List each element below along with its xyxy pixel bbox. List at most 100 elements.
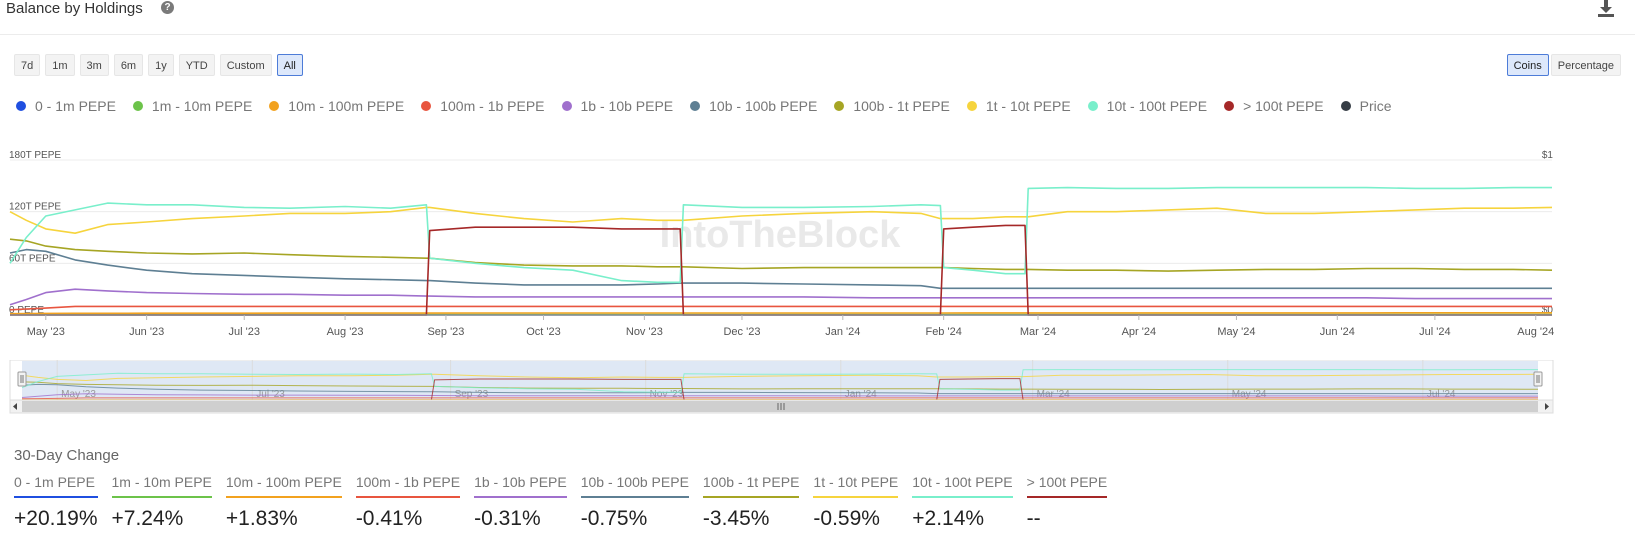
change-label: 10t - 100t PEPE <box>912 474 1013 498</box>
download-icon[interactable] <box>1598 0 1614 17</box>
legend-item-0-1m-pepe[interactable]: 0 - 1m PEPE <box>16 98 116 114</box>
range-button-7d[interactable]: 7d <box>14 54 41 76</box>
legend-item-100t-pepe[interactable]: > 100t PEPE <box>1224 98 1324 114</box>
legend-dot-icon <box>16 101 26 111</box>
change-label: 10b - 100b PEPE <box>580 474 689 498</box>
question-circle-icon[interactable]: ? <box>161 1 174 14</box>
line-chart[interactable]: 180T PEPE 120T PEPE 60T PEPE 0 PEPE $1 $0 Into… <box>0 150 1635 350</box>
range-button-all[interactable]: All <box>276 54 303 76</box>
legend-label: 1m - 10m PEPE <box>151 98 253 114</box>
mode-button-percentage[interactable]: Percentage <box>1550 54 1621 76</box>
changes-title: 30-Day Change <box>14 447 120 464</box>
y2-tick-label: $1 <box>1542 150 1554 161</box>
legend-item-1b-10b-pepe[interactable]: 1b - 10b PEPE <box>561 98 674 114</box>
y-tick-label: 0 PEPE <box>9 305 44 316</box>
series-line-1b-10b-pepe[interactable] <box>9 288 1552 306</box>
x-tick-label: Sep '23 <box>427 326 464 338</box>
navigator-line-1t-10t-pepe <box>21 373 1539 382</box>
x-tick-label: Oct '23 <box>526 326 561 338</box>
navigator[interactable]: May '23 Jul '23 Sep '23 Nov '23 Jan '24 Mar '… <box>0 360 1635 416</box>
change-label: 10m - 100m PEPE <box>225 474 342 498</box>
handle-body <box>1533 371 1543 387</box>
series-line-10t-100t-pepe[interactable] <box>9 186 1552 284</box>
navigator-handle-left[interactable] <box>17 371 27 387</box>
series-line-1t-10t-pepe[interactable] <box>9 206 1553 234</box>
page-title: Balance by Holdings <box>6 0 143 17</box>
change-item-100t-pepe: > 100t PEPE -- <box>1026 474 1108 531</box>
range-button-1y[interactable]: 1y <box>148 54 174 76</box>
x-tick-label: Jan '24 <box>825 326 860 338</box>
x-tick-label: Aug '23 <box>327 326 364 338</box>
navigator-tick-label: Mar '24 <box>1037 389 1070 400</box>
navigator-handle-right[interactable] <box>1533 371 1543 387</box>
series-line-10b-100b-pepe[interactable] <box>9 248 1552 290</box>
change-item-100m-1b-pepe: 100m - 1b PEPE -0.41% <box>355 474 461 531</box>
mode-selector: Coins Percentage <box>1506 54 1621 76</box>
navigator-line-100b-1t-pepe <box>21 381 1539 391</box>
mode-button-coins[interactable]: Coins <box>1506 54 1549 76</box>
navigator-tick-label: May '24 <box>1232 389 1267 400</box>
change-label: 0 - 1m PEPE <box>14 474 98 498</box>
range-button-6m[interactable]: 6m <box>113 54 144 76</box>
range-button-ytd[interactable]: YTD <box>178 54 215 76</box>
range-button-1m[interactable]: 1m <box>45 54 75 76</box>
navigator-tick-label: Jul '23 <box>256 389 285 400</box>
legend-item-10t-100t-pepe[interactable]: 10t - 100t PEPE <box>1087 98 1208 114</box>
x-tick-label: May '23 <box>27 326 65 338</box>
change-item-10m-100m-pepe: 10m - 100m PEPE +1.83% <box>225 474 342 531</box>
change-item-1m-10m-pepe: 1m - 10m PEPE +7.24% <box>111 474 212 531</box>
y2-tick-label: $0 <box>1542 305 1554 316</box>
legend-dot-icon <box>1087 101 1098 111</box>
change-item-0-1m-pepe: 0 - 1m PEPE +20.19% <box>14 474 98 531</box>
legend-item-1m-10m-pepe[interactable]: 1m - 10m PEPE <box>132 98 253 114</box>
range-button-custom[interactable]: Custom <box>219 54 272 76</box>
legend-item-100b-1t-pepe[interactable]: 100b - 1t PEPE <box>834 98 950 114</box>
change-value: +1.83% <box>225 507 298 530</box>
legend-dot-icon <box>966 101 977 111</box>
legend-label: 10m - 100m PEPE <box>288 98 405 114</box>
scroll-right-icon[interactable] <box>1545 403 1549 410</box>
legend-item-10b-100b-pepe[interactable]: 10b - 100b PEPE <box>690 98 817 114</box>
legend-dot-icon <box>1340 101 1351 111</box>
navigator-line-1b-10b-pepe <box>21 393 1538 398</box>
series-line-100m-1b-pepe[interactable] <box>9 305 1552 311</box>
x-tick-label: Jul '24 <box>1419 326 1450 338</box>
legend-label: Price <box>1359 98 1392 114</box>
legend-dot-icon <box>561 101 572 111</box>
legend-label: 1b - 10b PEPE <box>580 98 674 114</box>
x-tick-label: Dec '23 <box>723 326 760 338</box>
series-line-10m-100m-pepe[interactable] <box>9 312 1552 315</box>
change-item-100b-1t-pepe: 100b - 1t PEPE -3.45% <box>702 474 800 531</box>
legend-label: 100m - 1b PEPE <box>440 98 545 114</box>
change-item-1t-10t-pepe: 1t - 10t PEPE -0.59% <box>813 474 899 531</box>
legend-label: 10t - 100t PEPE <box>1106 98 1208 114</box>
legend-dot-icon <box>690 101 701 111</box>
change-value: -0.75% <box>580 507 648 530</box>
legend-item-100m-1b-pepe[interactable]: 100m - 1b PEPE <box>421 98 545 114</box>
legend-label: 10b - 100b PEPE <box>709 98 818 114</box>
legend-item-price[interactable]: Price <box>1340 98 1392 114</box>
change-item-10b-100b-pepe: 10b - 100b PEPE -0.75% <box>580 474 689 531</box>
legend-item-1t-10t-pepe[interactable]: 1t - 10t PEPE <box>966 98 1071 114</box>
range-button-3m[interactable]: 3m <box>79 54 109 76</box>
legend-dot-icon <box>421 101 432 111</box>
series-line-100b-1t-pepe[interactable] <box>9 238 1553 272</box>
x-tick-label: Jun '23 <box>129 326 164 338</box>
x-tick-label: Jun '24 <box>1320 326 1355 338</box>
scroll-left-icon[interactable] <box>13 403 17 410</box>
legend-label: > 100t PEPE <box>1243 98 1324 114</box>
handle-body <box>17 371 27 387</box>
change-label: 1m - 10m PEPE <box>111 474 212 498</box>
legend-dot-icon <box>1224 101 1235 111</box>
change-label: 1b - 10b PEPE <box>474 474 567 498</box>
y-tick-label: 120T PEPE <box>9 202 61 213</box>
scrollbar-thumb[interactable] <box>22 401 1538 412</box>
navigator-line-100m-1b-pepe <box>21 397 1538 400</box>
legend-item-10m-100m-pepe[interactable]: 10m - 100m PEPE <box>269 98 404 114</box>
panel-header: Balance by Holdings ? <box>0 0 1635 35</box>
change-value: +2.14% <box>912 507 985 530</box>
navigator-tick-label: Sep '23 <box>455 389 489 400</box>
x-tick-label: Nov '23 <box>626 326 663 338</box>
change-item-1b-10b-pepe: 1b - 10b PEPE -0.31% <box>474 474 567 531</box>
navigator-tick-label: Jan '24 <box>845 389 877 400</box>
